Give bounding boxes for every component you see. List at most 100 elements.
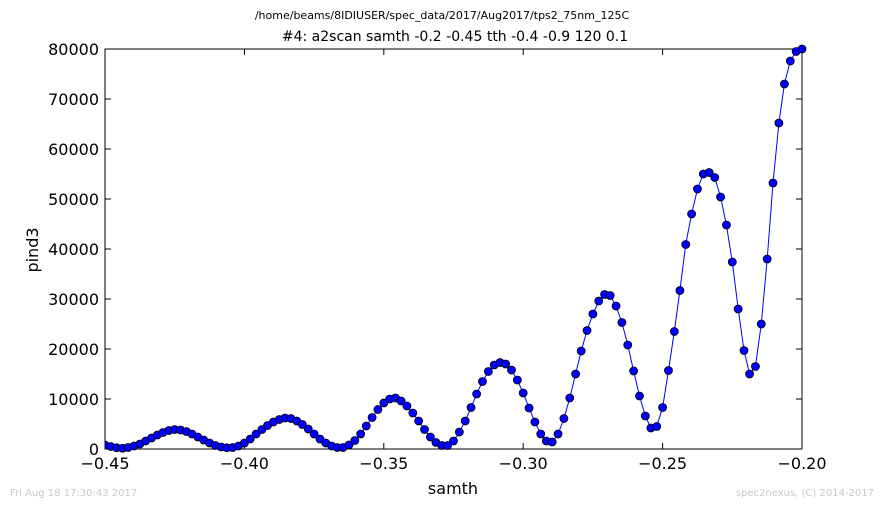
- data-point: [669, 327, 679, 336]
- data-point: [617, 318, 627, 327]
- data-point: [664, 366, 673, 375]
- data-point: [361, 421, 371, 431]
- data-point: [681, 240, 691, 249]
- plot-frame: [104, 48, 803, 450]
- footer-credit: spec2nexus, (C) 2014-2017: [735, 488, 874, 499]
- data-point: [245, 434, 255, 444]
- data-point: [756, 319, 766, 329]
- y-tick-label: 50000: [48, 190, 99, 209]
- data-point: [472, 389, 482, 399]
- data-point: [483, 367, 493, 376]
- data-point: [797, 44, 807, 54]
- data-point: [443, 441, 453, 450]
- data-point: [425, 432, 435, 442]
- data-point: [704, 168, 714, 177]
- data-point: [449, 436, 458, 446]
- data-point: [640, 411, 650, 421]
- data-point: [512, 375, 522, 385]
- data-point: [396, 396, 406, 406]
- data-point: [733, 304, 743, 314]
- data-point: [344, 440, 354, 450]
- data-point: [536, 429, 546, 439]
- data-point: [303, 424, 313, 434]
- data-point: [675, 286, 685, 295]
- footer-timestamp: Fri Aug 18 17:30:43 2017: [10, 488, 138, 499]
- data-point: [611, 301, 621, 311]
- data-point: [367, 413, 377, 422]
- x-tick-label: −0.25: [638, 454, 687, 473]
- data-point: [658, 403, 667, 412]
- y-tick-label: 0: [89, 440, 99, 459]
- data-point: [309, 429, 319, 439]
- x-tick-label: −0.45: [80, 454, 129, 473]
- y-tick-label: 70000: [48, 90, 99, 109]
- x-axis: −0.45 −0.40 −0.35 −0.30 −0.25 −0.20: [80, 49, 827, 473]
- data-point: [594, 296, 604, 306]
- data-point: [785, 56, 795, 66]
- data-point: [478, 377, 487, 386]
- data-point: [693, 184, 702, 194]
- data-point: [460, 416, 470, 426]
- data-point: [652, 422, 662, 431]
- data-point: [559, 414, 569, 423]
- data-point: [454, 427, 464, 437]
- data-point: [582, 326, 592, 335]
- y-tick-label: 10000: [48, 390, 99, 409]
- y-axis-label: pind3: [23, 227, 42, 272]
- data-point: [373, 405, 383, 414]
- data-point: [518, 388, 528, 398]
- data-point: [762, 254, 772, 264]
- data-point: [530, 417, 540, 427]
- data-point: [251, 429, 261, 439]
- data-point: [356, 429, 366, 439]
- data-point: [402, 401, 412, 411]
- data-layer: [105, 44, 807, 453]
- data-point: [547, 437, 557, 447]
- data-point: [350, 436, 360, 445]
- y-tick-label: 80000: [48, 40, 99, 59]
- data-point: [605, 291, 615, 300]
- data-point: [629, 366, 639, 376]
- x-axis-label: samth: [428, 479, 478, 498]
- data-point: [768, 178, 778, 188]
- data-point: [297, 420, 307, 429]
- data-point: [408, 408, 418, 418]
- data-point: [507, 365, 516, 375]
- scan-title: #4: a2scan samth -0.2 -0.45 tth -0.4 -0.…: [281, 29, 629, 45]
- series-line: [105, 48, 803, 449]
- data-point: [739, 346, 749, 355]
- data-point: [414, 416, 424, 426]
- y-axis: 0 10000 20000 30000 40000 50000 60000 70000 8000…: [48, 40, 802, 459]
- y-tick-label: 20000: [48, 340, 99, 359]
- x-tick-label: −0.30: [499, 454, 548, 473]
- x-tick-label: −0.35: [359, 454, 408, 473]
- data-point: [588, 309, 598, 319]
- data-point: [553, 429, 563, 439]
- data-point: [524, 403, 534, 413]
- x-tick-label: −0.20: [777, 454, 826, 473]
- file-path-title: /home/beams/8IDIUSER/spec_data/2017/Aug2…: [254, 9, 630, 22]
- y-tick-label: 40000: [48, 240, 99, 259]
- data-point: [466, 403, 476, 412]
- plot-border: [104, 48, 803, 450]
- data-point: [571, 369, 581, 379]
- data-point: [687, 209, 696, 219]
- data-point: [722, 220, 731, 230]
- data-point: [420, 425, 429, 434]
- data-point: [774, 118, 784, 128]
- series-group: [105, 44, 807, 453]
- data-point: [501, 359, 511, 369]
- data-point: [716, 192, 725, 202]
- data-point: [576, 346, 586, 356]
- data-point: [635, 391, 644, 401]
- data-point: [745, 369, 754, 379]
- y-tick-label: 60000: [48, 140, 99, 159]
- data-point: [623, 340, 633, 350]
- data-point: [780, 79, 789, 89]
- data-point: [565, 393, 575, 403]
- data-point: [710, 173, 720, 182]
- data-point: [751, 362, 760, 371]
- data-point: [727, 257, 737, 267]
- y-tick-label: 30000: [48, 290, 99, 309]
